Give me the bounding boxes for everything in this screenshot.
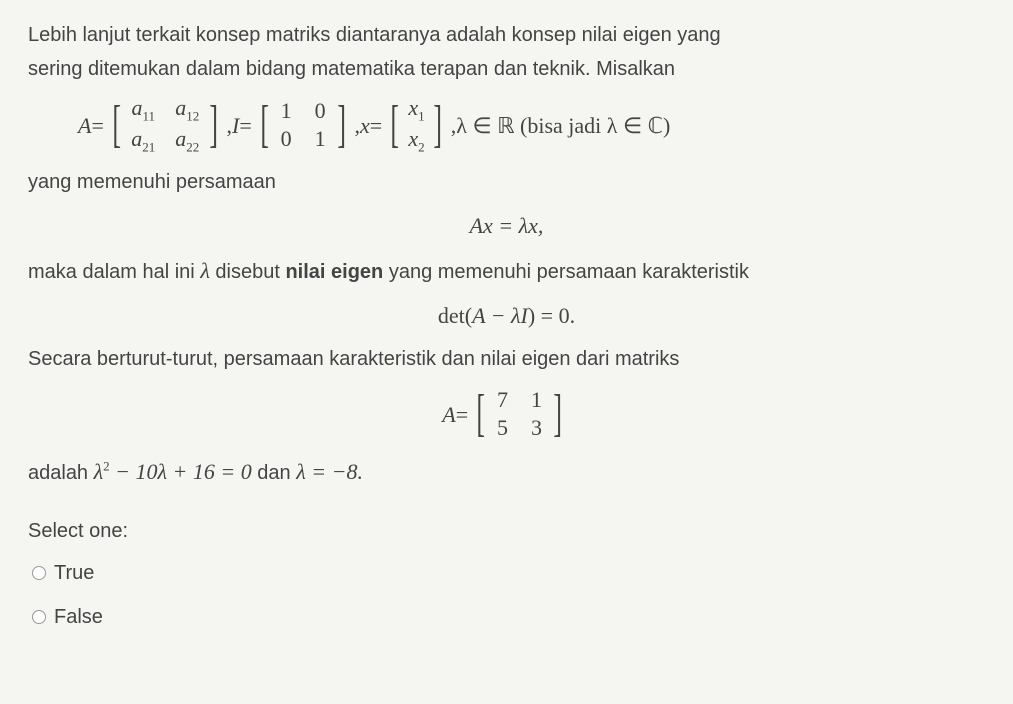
matrix-A2: [ 7 1 5 3 ] bbox=[472, 386, 567, 443]
para3: maka dalam hal ini λ disebut nilai eigen… bbox=[28, 254, 985, 287]
option-true[interactable]: True bbox=[32, 558, 985, 588]
option-false-label: False bbox=[54, 602, 103, 632]
para1-line2: sering ditemukan dalam bidang matematika… bbox=[28, 54, 985, 84]
matrix-A: [ a11 a12 a21 a22 ] bbox=[108, 94, 223, 157]
radio-icon bbox=[32, 610, 46, 624]
matrix-I: [ 1 0 0 1 ] bbox=[256, 97, 351, 154]
matrix-definitions: A = [ a11 a12 a21 a22 ] , I = [ 1 0 0 bbox=[78, 94, 985, 157]
eq-sign2: = bbox=[239, 109, 251, 142]
I-label: I bbox=[232, 109, 239, 142]
A-label: A bbox=[78, 109, 91, 142]
select-one-label: Select one: bbox=[28, 516, 985, 546]
matrix-A2-block: A = [ 7 1 5 3 ] bbox=[28, 386, 985, 443]
para2: yang memenuhi persamaan bbox=[28, 167, 985, 197]
matrix-x: [ x1 x2 ] bbox=[386, 94, 447, 157]
para5: adalah λ2 − 10λ + 16 = 0 dan λ = −8. bbox=[28, 455, 985, 488]
select-section: Select one: True False bbox=[28, 516, 985, 632]
eq-sign: = bbox=[91, 109, 103, 142]
eq-sign4: = bbox=[456, 398, 468, 431]
characteristic-equation: det(A − λI) = 0. bbox=[28, 299, 985, 332]
option-true-label: True bbox=[54, 558, 94, 588]
lambda-domain: λ ∈ ℝ (bisa jadi λ ∈ ℂ) bbox=[456, 109, 670, 142]
radio-icon bbox=[32, 566, 46, 580]
option-false[interactable]: False bbox=[32, 602, 985, 632]
eigen-equation: Ax = λx, bbox=[28, 209, 985, 242]
x-label: x bbox=[360, 109, 370, 142]
A2-label: A bbox=[442, 398, 455, 431]
para1-line1: Lebih lanjut terkait konsep matriks dian… bbox=[28, 20, 985, 50]
eq-sign3: = bbox=[370, 109, 382, 142]
para4: Secara berturut-turut, persamaan karakte… bbox=[28, 344, 985, 374]
